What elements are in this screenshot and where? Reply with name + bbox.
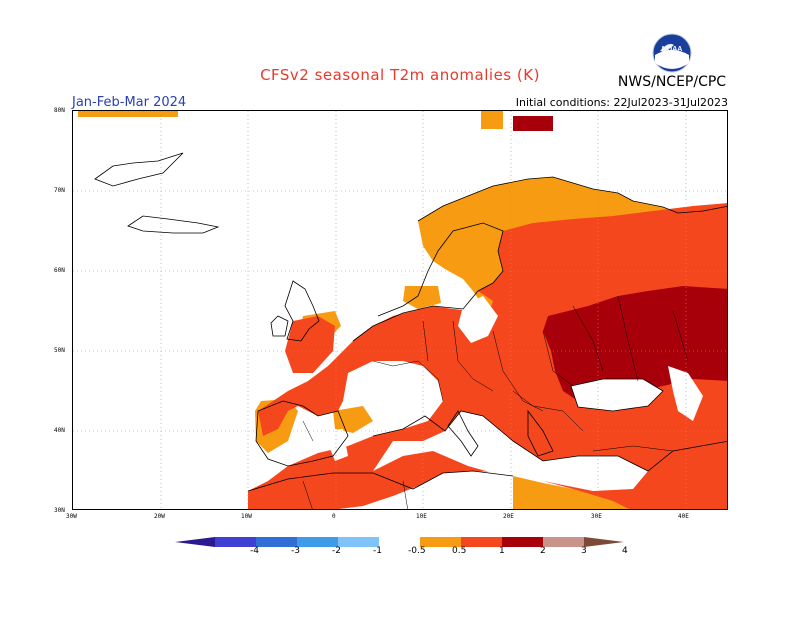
anomaly-1-2-region (248, 203, 727, 509)
legend-tick-label: 3 (581, 546, 587, 556)
sea-mask (73, 111, 703, 509)
lat-label-70n: 70N (54, 187, 65, 194)
lon-label-30e: 30E (591, 513, 602, 520)
lon-label-20w: 20W (154, 513, 165, 520)
legend-swatch (338, 537, 379, 547)
legend-swatch (420, 537, 461, 547)
lat-label-50n: 50N (54, 347, 65, 354)
legend-swatch (297, 537, 338, 547)
map-title: CFSv2 seasonal T2m anomalies (K) (260, 66, 540, 84)
country-borders (302, 295, 689, 509)
noaa-logo: NOAA (652, 33, 692, 73)
legend-swatch-above (584, 537, 624, 547)
legend-swatch (543, 537, 584, 547)
legend-tick-label: 4 (622, 546, 628, 556)
color-legend-bar (175, 537, 624, 547)
legend-tick-label: 2 (540, 546, 546, 556)
lon-label-30w: 30W (66, 513, 77, 520)
initial-conditions: Initial conditions: 22Jul2023-31Jul2023 (515, 96, 728, 109)
legend-swatch (502, 537, 543, 547)
lat-label-40n: 40N (54, 427, 65, 434)
map-canvas (73, 111, 727, 509)
legend-tick-label: -4 (250, 546, 259, 556)
legend-swatch (461, 537, 502, 547)
lat-label-60n: 60N (54, 267, 65, 274)
lon-label-40e: 40E (678, 513, 689, 520)
legend-tick-label: -1 (373, 546, 382, 556)
lat-label-30n: 30N (54, 507, 65, 514)
legend-tick-label: 1 (499, 546, 505, 556)
lat-label-80n: 80N (54, 107, 65, 114)
legend-tick-label: -0.5 (408, 546, 426, 556)
legend-swatch (256, 537, 297, 547)
lon-label-10w: 10W (241, 513, 252, 520)
legend-swatch (379, 537, 420, 547)
legend-tick-label: 0.5 (452, 546, 467, 556)
forecast-period: Jan-Feb-Mar 2024 (72, 95, 187, 110)
lon-label-0: 0 (332, 513, 336, 520)
anomaly-map (72, 110, 728, 510)
coastlines (94, 152, 727, 492)
legend-tick-label: -3 (291, 546, 300, 556)
agency-label: NWS/NCEP/CPC (617, 74, 727, 90)
color-legend (175, 534, 627, 553)
lon-label-20e: 20E (503, 513, 514, 520)
legend-swatch (215, 537, 256, 547)
legend-tick-label: -2 (332, 546, 341, 556)
lon-label-10e: 10E (416, 513, 427, 520)
legend-swatch-below (175, 537, 215, 547)
logo-text: NOAA (662, 46, 683, 53)
graticule (73, 111, 727, 509)
